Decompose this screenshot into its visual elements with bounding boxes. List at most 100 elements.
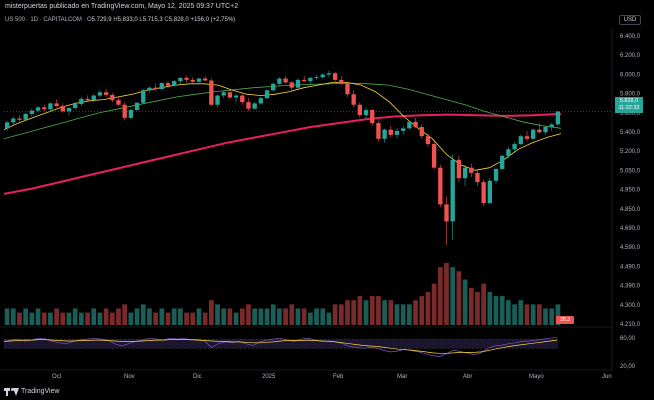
volume-bar xyxy=(283,308,288,325)
volume-bar xyxy=(233,312,239,325)
candle-body xyxy=(450,159,455,222)
candle-body xyxy=(518,136,523,145)
volume-bar xyxy=(518,300,524,325)
tradingview-logo[interactable]: TradingView xyxy=(4,386,60,397)
candle-body xyxy=(4,122,10,129)
candle-body xyxy=(79,98,84,105)
volume-bar xyxy=(184,312,189,325)
bar-countdown: 11:22:33 xyxy=(618,105,640,111)
candle-body xyxy=(407,121,412,129)
volume-bar xyxy=(400,304,406,325)
volume-bar xyxy=(215,304,220,325)
price-axis-label: 4.590,0 xyxy=(620,245,641,251)
candle-body xyxy=(91,95,96,101)
time-axis-label: Feb xyxy=(333,374,344,380)
symbol-name[interactable]: US 500 · 1D · CAPITALCOM xyxy=(5,17,82,23)
ohlc-high-prefix: H xyxy=(113,17,118,23)
rsi-axis-label: 60,00 xyxy=(620,336,636,342)
candle-body xyxy=(370,109,375,124)
volume-bar xyxy=(376,296,381,325)
price-axis-label: 6.400,0 xyxy=(620,34,641,40)
volume-bar xyxy=(85,312,90,325)
volume-bar xyxy=(221,308,227,325)
candle-body xyxy=(221,92,226,96)
price-change: +156,0 (+2,75%) xyxy=(190,17,236,23)
candle-body xyxy=(271,83,276,91)
volume-bar xyxy=(307,312,313,325)
candle-body xyxy=(493,168,499,181)
candle-body xyxy=(202,78,208,81)
candle-body xyxy=(283,78,288,83)
candle-body xyxy=(110,94,115,101)
volume-bar xyxy=(487,291,493,325)
candle-body xyxy=(23,113,28,120)
candle-body xyxy=(444,204,449,222)
candle-body xyxy=(66,108,72,112)
candle-body xyxy=(326,73,332,75)
candle-body xyxy=(555,111,561,125)
volume-bar xyxy=(475,291,480,325)
volume-bar xyxy=(72,308,78,325)
volume-bar xyxy=(314,308,319,325)
rsi-band xyxy=(4,339,558,349)
volume-bar xyxy=(202,312,208,325)
volume-bar xyxy=(23,308,29,325)
candle-body xyxy=(425,136,431,145)
volume-bar xyxy=(4,308,10,325)
price-axis-label: 5.600,0 xyxy=(620,111,641,117)
candle-body xyxy=(301,79,307,82)
price-axis-label: 4.390,0 xyxy=(620,284,641,290)
volume-bar xyxy=(35,308,41,325)
last-price-value: 5.828,0 xyxy=(619,97,639,104)
ohlc-high: 5.833,0 xyxy=(117,17,138,23)
volume-bar xyxy=(227,308,233,325)
candle-body xyxy=(258,98,264,104)
volume-bar xyxy=(147,308,152,325)
time-axis-label: Mayo xyxy=(529,374,544,380)
candle-body xyxy=(487,180,492,204)
volume-bar xyxy=(159,308,165,325)
candle-body xyxy=(209,80,214,105)
candle-body xyxy=(314,77,319,78)
currency-button[interactable]: USD xyxy=(619,15,641,25)
volume-bar xyxy=(351,300,357,325)
time-axis-label: Nov xyxy=(124,374,135,380)
volume-bar xyxy=(165,312,171,325)
time-axis-label: Mar xyxy=(397,374,407,380)
ohlc-close: 5.828,0 xyxy=(168,17,189,23)
last-price-tag: 5.828,0 11:22:33 xyxy=(615,97,643,113)
volume-bar xyxy=(140,304,146,325)
volume-bar xyxy=(357,296,363,325)
candle-body xyxy=(419,127,424,137)
volume-bar xyxy=(450,267,456,325)
volume-bar xyxy=(493,296,499,325)
volume-bar xyxy=(499,296,505,325)
volume-bar xyxy=(258,308,264,325)
candle-body xyxy=(320,74,325,78)
volume-bar xyxy=(239,308,245,325)
candle-body xyxy=(339,79,344,84)
candle-body xyxy=(246,102,251,109)
ma-long-line xyxy=(3,112,562,195)
volume-bar xyxy=(444,263,449,325)
price-axis-label: 4.950,0 xyxy=(620,188,641,194)
candle-body xyxy=(165,83,171,86)
candle-body xyxy=(456,159,462,179)
volume-bar xyxy=(549,308,555,325)
volume-bar xyxy=(394,304,400,325)
symbol-legend: US 500 · 1D · CAPITALCOM O5.729,9 H5.833… xyxy=(5,17,235,23)
ohlc-open: 5.729,9 xyxy=(91,17,112,23)
time-axis-label: Abr xyxy=(463,374,472,380)
volume-bar xyxy=(462,279,468,325)
candle-body xyxy=(394,130,400,135)
price-axis-label: 6.000,0 xyxy=(620,72,641,78)
candle-body xyxy=(264,90,270,99)
volume-bar xyxy=(555,304,561,325)
candle-body xyxy=(60,106,65,112)
candle-body xyxy=(530,129,536,139)
volume-bar xyxy=(524,304,530,325)
candle-body xyxy=(128,109,134,118)
time-axis-label: Jun xyxy=(602,374,612,380)
rsi-axis-label: 20,00 xyxy=(620,364,636,370)
